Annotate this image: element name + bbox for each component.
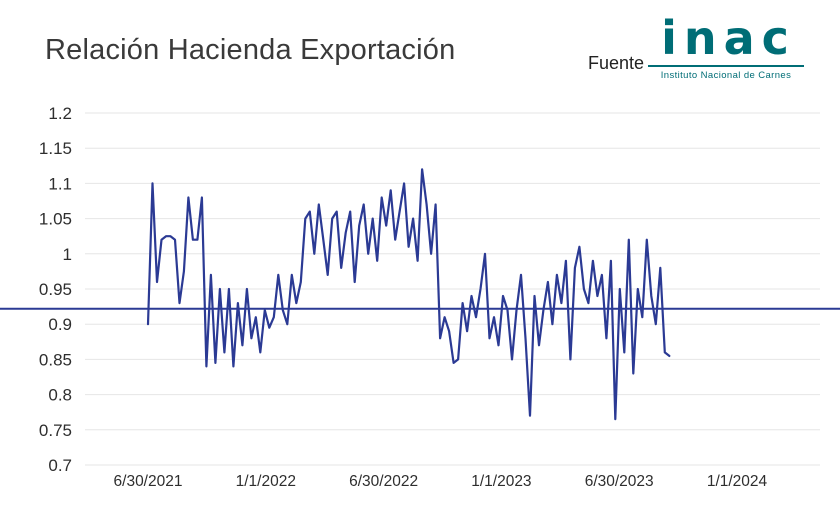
- y-tick-label: 0.75: [39, 421, 72, 440]
- inac-logo: inac Instituto Nacional de Carnes: [646, 14, 806, 81]
- x-tick-label: 1/1/2024: [707, 473, 768, 490]
- x-tick-label: 1/1/2023: [471, 473, 531, 490]
- y-tick-label: 1.2: [48, 104, 72, 123]
- y-tick-label: 1.05: [39, 210, 72, 229]
- x-tick-label: 6/30/2022: [349, 473, 418, 490]
- inac-logo-subtitle: Instituto Nacional de Carnes: [660, 70, 792, 82]
- y-tick-label: 1: [63, 245, 72, 264]
- inac-logo-rule: [648, 65, 804, 68]
- y-tick-label: 0.7: [48, 456, 72, 475]
- y-tick-label: 0.8: [48, 386, 72, 405]
- y-tick-label: 0.9: [48, 315, 72, 334]
- x-tick-label: 6/30/2023: [585, 473, 654, 490]
- page-title: Relación Hacienda Exportación: [45, 34, 456, 66]
- y-tick-label: 0.85: [39, 350, 72, 369]
- y-tick-label: 1.1: [48, 174, 72, 193]
- series-line: [146, 168, 671, 421]
- x-tick-label: 6/30/2021: [114, 473, 183, 490]
- x-tick-label: 1/1/2022: [236, 473, 296, 490]
- source-label: Fuente: [588, 53, 645, 73]
- inac-logo-wordmark: inac: [661, 11, 796, 65]
- y-tick-label: 1.15: [39, 139, 72, 158]
- y-tick-label: 0.95: [39, 280, 72, 299]
